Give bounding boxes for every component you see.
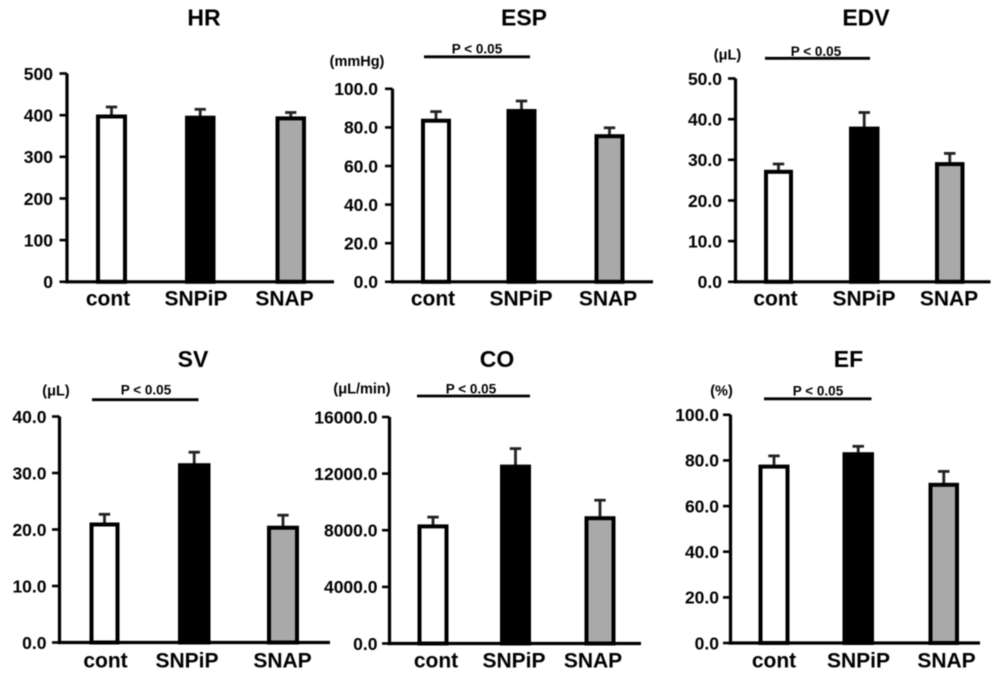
svg-text:200: 200 bbox=[24, 189, 53, 209]
svg-text:10.0: 10.0 bbox=[688, 231, 722, 251]
svg-text:EDV: EDV bbox=[842, 5, 890, 31]
svg-text:100.0: 100.0 bbox=[334, 79, 378, 99]
svg-text:0.0: 0.0 bbox=[354, 272, 379, 292]
svg-text:P < 0.05: P < 0.05 bbox=[791, 44, 842, 59]
svg-text:12000.0: 12000.0 bbox=[314, 464, 378, 484]
svg-text:0.0: 0.0 bbox=[353, 634, 378, 654]
svg-text:40.0: 40.0 bbox=[12, 407, 46, 427]
svg-text:500: 500 bbox=[24, 64, 53, 84]
svg-text:cont: cont bbox=[83, 650, 127, 673]
svg-text:ESP: ESP bbox=[501, 5, 547, 31]
svg-text:SNPiP: SNPiP bbox=[489, 288, 552, 311]
svg-text:cont: cont bbox=[411, 288, 455, 311]
svg-text:SNPiP: SNPiP bbox=[832, 288, 895, 311]
svg-text:0.0: 0.0 bbox=[698, 272, 723, 292]
svg-text:SNAP: SNAP bbox=[253, 650, 311, 673]
svg-text:cont: cont bbox=[414, 650, 458, 673]
svg-text:100: 100 bbox=[24, 230, 53, 250]
svg-text:(mmHg): (mmHg) bbox=[330, 54, 385, 70]
svg-text:20.0: 20.0 bbox=[688, 191, 722, 211]
svg-text:(μL): (μL) bbox=[42, 384, 70, 400]
svg-text:20.0: 20.0 bbox=[685, 588, 719, 608]
svg-text:SNAP: SNAP bbox=[920, 288, 978, 311]
svg-text:SNAP: SNAP bbox=[579, 288, 637, 311]
svg-text:80.0: 80.0 bbox=[685, 451, 719, 471]
svg-text:50.0: 50.0 bbox=[688, 69, 722, 89]
svg-text:(μL): (μL) bbox=[714, 48, 742, 64]
svg-text:4000.0: 4000.0 bbox=[324, 577, 378, 597]
svg-text:0.0: 0.0 bbox=[695, 633, 720, 653]
svg-text:P < 0.05: P < 0.05 bbox=[452, 42, 503, 57]
svg-text:EF: EF bbox=[834, 346, 863, 372]
svg-text:SNPiP: SNPiP bbox=[827, 650, 890, 673]
svg-text:(%): (%) bbox=[710, 384, 733, 400]
svg-text:cont: cont bbox=[752, 650, 796, 673]
svg-text:20.0: 20.0 bbox=[344, 234, 378, 254]
svg-text:20.0: 20.0 bbox=[12, 520, 46, 540]
svg-text:SV: SV bbox=[178, 346, 209, 372]
svg-text:SNAP: SNAP bbox=[564, 650, 622, 673]
svg-text:cont: cont bbox=[86, 288, 130, 311]
svg-text:SNAP: SNAP bbox=[255, 288, 313, 311]
svg-text:SNAP: SNAP bbox=[917, 650, 975, 673]
svg-text:400: 400 bbox=[24, 106, 53, 126]
svg-text:cont: cont bbox=[753, 288, 797, 311]
svg-text:P < 0.05: P < 0.05 bbox=[121, 382, 172, 397]
svg-text:30.0: 30.0 bbox=[12, 463, 46, 483]
svg-text:SNPiP: SNPiP bbox=[482, 650, 545, 673]
svg-text:P < 0.05: P < 0.05 bbox=[446, 381, 497, 396]
svg-text:60.0: 60.0 bbox=[344, 156, 378, 176]
svg-text:10.0: 10.0 bbox=[12, 576, 46, 596]
svg-text:(μL/min): (μL/min) bbox=[333, 382, 390, 398]
svg-text:HR: HR bbox=[187, 5, 221, 31]
svg-text:300: 300 bbox=[24, 147, 53, 167]
svg-text:SNPiP: SNPiP bbox=[155, 650, 218, 673]
svg-text:CO: CO bbox=[480, 346, 515, 372]
svg-text:40.0: 40.0 bbox=[688, 110, 722, 130]
svg-text:P < 0.05: P < 0.05 bbox=[793, 383, 844, 398]
svg-text:40.0: 40.0 bbox=[685, 542, 719, 562]
svg-text:30.0: 30.0 bbox=[688, 150, 722, 170]
svg-text:16000.0: 16000.0 bbox=[314, 407, 378, 427]
svg-text:40.0: 40.0 bbox=[344, 195, 378, 215]
svg-text:0.0: 0.0 bbox=[22, 633, 47, 653]
svg-text:SNPiP: SNPiP bbox=[164, 288, 227, 311]
svg-text:60.0: 60.0 bbox=[685, 496, 719, 516]
svg-text:0: 0 bbox=[43, 272, 53, 292]
svg-text:80.0: 80.0 bbox=[344, 118, 378, 138]
svg-text:8000.0: 8000.0 bbox=[324, 521, 378, 541]
svg-text:100.0: 100.0 bbox=[675, 405, 719, 425]
